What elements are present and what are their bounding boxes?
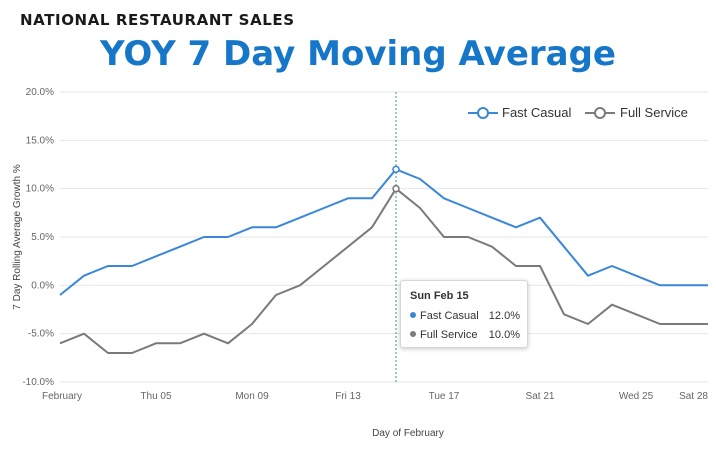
tooltip-date: Sun Feb 15 [410,290,469,302]
chart-title: YOY 7 Day Moving Average [100,34,616,74]
x-tick-label: Mon 09 [235,391,269,402]
y-tick-label: 20.0% [26,87,54,98]
tooltip-series-value: 10.0% [488,329,520,341]
x-tick-label: Sat 21 [526,391,555,402]
legend-item-fast-casual[interactable]: Fast Casual [468,105,571,120]
y-tick-label: 15.0% [26,135,54,146]
tooltip-series-name: Full Service [420,329,478,341]
gridlines [60,91,708,383]
tooltip-series-value: 12.0% [488,310,520,322]
series-line-fast-casual [59,168,708,296]
x-tick-label: Fri 13 [335,391,361,402]
series-lines [59,168,708,354]
x-tick-label: February [42,391,82,402]
x-tick-label: Sat 28 [679,391,708,402]
tooltip-series-name: Fast Casual [420,310,479,322]
series-line-full-service [59,187,708,354]
x-axis-ticks: February Thu 05 Mon 09 Fri 13 Tue 17 Sat 21 We… [42,391,708,402]
legend-label-full-service: Full Service [620,105,688,120]
tooltip-row-fast-casual: Fast Casual 12.0% [410,309,520,323]
legend-marker-full-service [594,107,606,119]
x-axis-label: Day of February [372,428,444,439]
x-tick-label: Tue 17 [429,391,460,402]
chart-supertitle: NATIONAL RESTAURANT SALES [20,11,295,29]
y-tick-label: 0.0% [31,280,54,291]
tooltip-dot-fast-casual [410,312,416,319]
legend-item-full-service[interactable]: Full Service [585,105,688,120]
x-tick-label: Thu 05 [140,391,172,402]
tooltip-row-full-service: Full Service 10.0% [410,328,520,342]
y-tick-label: -10.0% [22,377,54,388]
y-axis-label: 7 Day Rolling Average Growth % [12,164,23,310]
tooltip-dot-full-service [410,331,416,338]
legend[interactable]: Fast Casual Full Service [468,105,688,120]
x-tick-label: Wed 25 [619,391,654,402]
highlight-markers [392,165,400,193]
highlight-point[interactable] [392,165,400,174]
legend-marker-fast-casual [477,107,489,119]
y-tick-label: 5.0% [31,232,54,243]
y-tick-label: -5.0% [28,329,54,340]
y-axis-ticks: 20.0% 15.0% 10.0% 5.0% 0.0% -5.0% -10.0% [22,87,54,388]
hover-tooltip: Sun Feb 15 Fast Casual 12.0% Full Service… [400,280,528,348]
highlight-point[interactable] [392,184,400,193]
y-tick-label: 10.0% [26,184,54,195]
legend-label-fast-casual: Fast Casual [502,105,571,120]
